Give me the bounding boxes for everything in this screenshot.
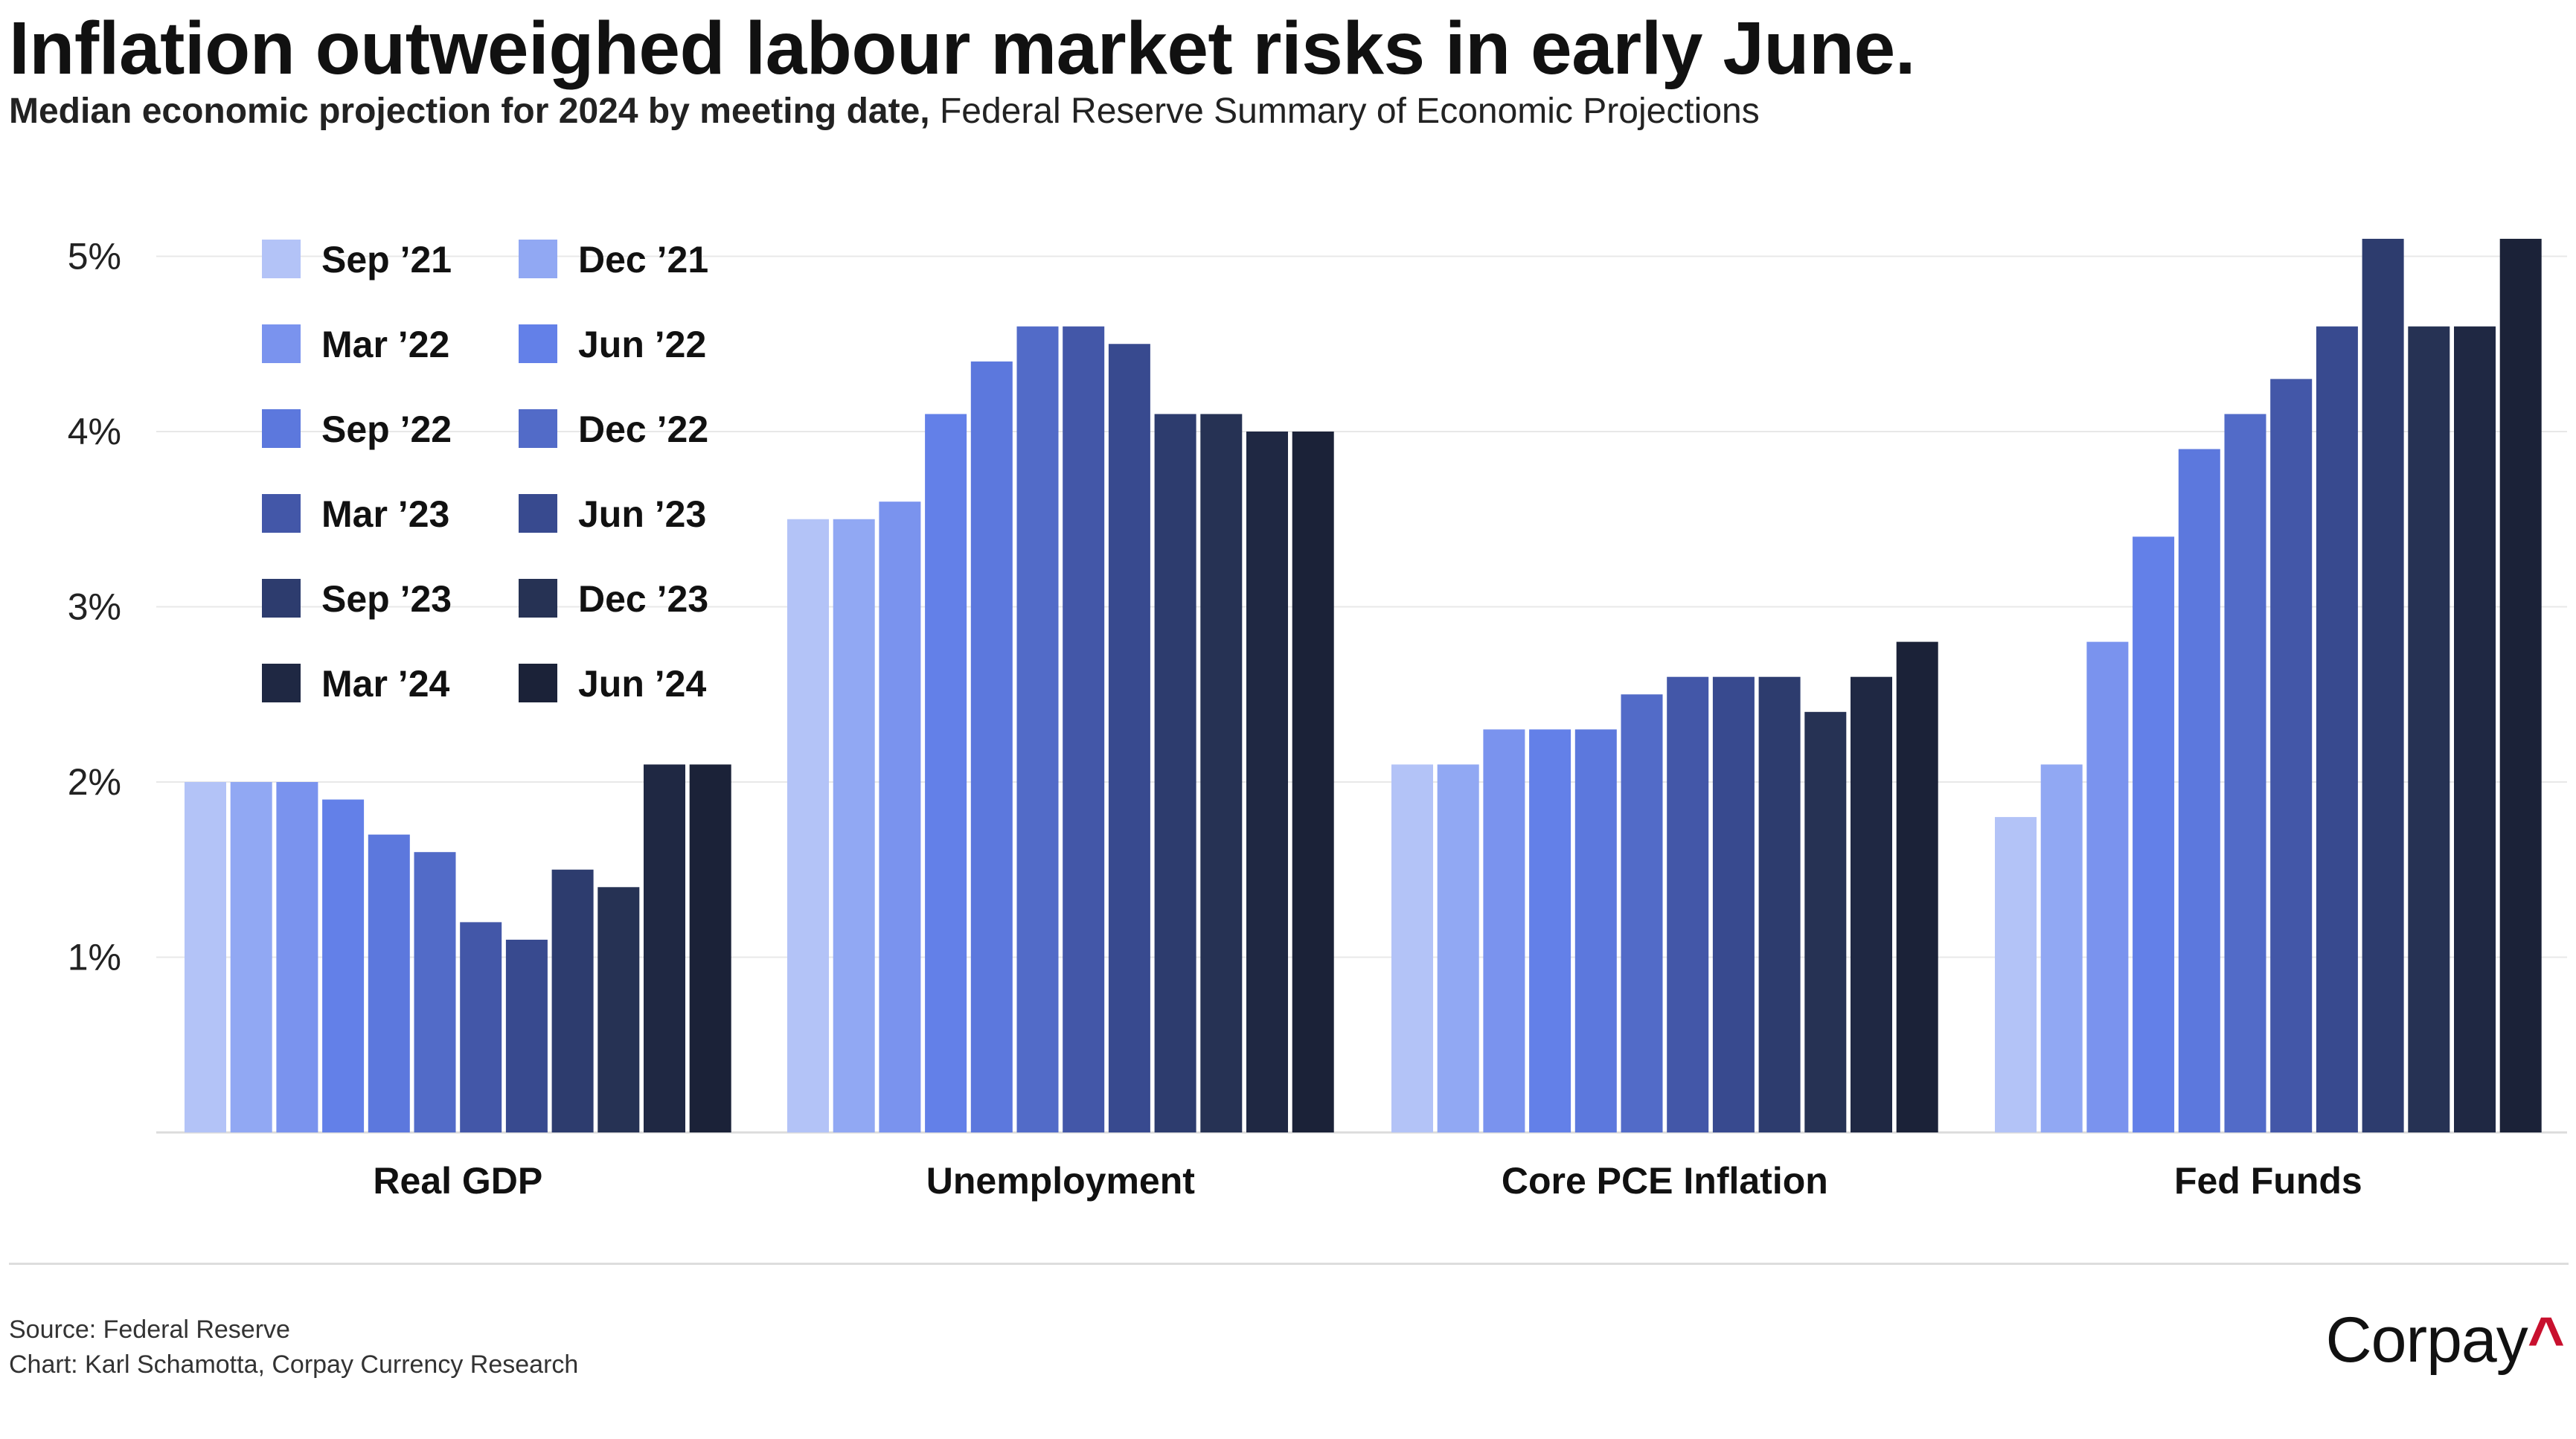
bar	[1712, 676, 1755, 1132]
legend: Sep ’21 Dec ’21 Mar ’22 Jun ’22 Sep ’22 Dec ’…	[262, 239, 708, 705]
x-category-label: Fed Funds	[2174, 1160, 2362, 1202]
bar	[1851, 676, 1892, 1132]
legend-swatch	[519, 240, 557, 278]
bar	[1154, 414, 1196, 1132]
bar	[1108, 344, 1150, 1132]
bar	[2178, 449, 2220, 1132]
legend-label: Sep ’22	[321, 408, 452, 450]
bar	[1758, 676, 1801, 1132]
legend-swatch	[519, 494, 557, 533]
y-axis: 1% 2% 3% 4% 5%	[68, 236, 121, 978]
x-category-label: Real GDP	[373, 1160, 542, 1202]
footer-divider	[9, 1263, 2569, 1265]
bar	[1896, 641, 1938, 1132]
bar	[368, 834, 410, 1132]
bar	[1391, 764, 1433, 1132]
bar	[1292, 432, 1334, 1132]
bar	[2454, 326, 2496, 1133]
x-category-label: Unemployment	[926, 1160, 1196, 1202]
bar	[2362, 238, 2404, 1133]
y-tick-label: 2%	[68, 761, 121, 803]
legend-label: Dec ’23	[578, 578, 708, 620]
bar	[1483, 729, 1525, 1132]
subtitle-rest: Federal Reserve Summary of Economic Proj…	[929, 92, 1760, 131]
legend-swatch	[262, 664, 301, 702]
bar	[230, 782, 272, 1132]
legend-swatch	[262, 409, 301, 448]
chart-title: Inflation outweighed labour market risks…	[9, 7, 1916, 90]
bar	[925, 414, 967, 1132]
legend-swatch	[262, 579, 301, 618]
bar	[1529, 729, 1571, 1132]
bar	[1574, 729, 1617, 1132]
subtitle-bold: Median economic projection for 2024 by m…	[9, 92, 930, 131]
legend-label: Dec ’21	[578, 239, 708, 281]
bar	[2040, 764, 2083, 1132]
legend-swatch	[519, 324, 557, 363]
bar	[460, 922, 502, 1132]
x-category-label: Core PCE Inflation	[1502, 1160, 1828, 1202]
bar	[551, 869, 594, 1132]
bar	[2224, 414, 2266, 1132]
bar	[2408, 326, 2450, 1133]
y-tick-label: 3%	[68, 586, 121, 628]
bar	[1667, 676, 1709, 1132]
bar	[597, 887, 640, 1132]
legend-label: Jun ’22	[578, 324, 706, 365]
bar	[1016, 326, 1059, 1133]
bar	[2133, 536, 2175, 1132]
bar	[1246, 432, 1288, 1132]
legend-label: Sep ’21	[321, 239, 452, 281]
legend-swatch	[519, 664, 557, 702]
legend-swatch	[262, 494, 301, 533]
x-axis: Real GDP Unemployment Core PCE Inflation Fe…	[373, 1160, 2362, 1202]
bar	[1200, 414, 1243, 1132]
chart-credit: Chart: Karl Schamotta, Corpay Currency R…	[9, 1350, 579, 1379]
logo-caret-icon: ^	[2527, 1304, 2565, 1376]
bar	[689, 764, 731, 1132]
bar	[322, 799, 365, 1132]
bar	[276, 782, 318, 1132]
bar	[1437, 764, 1479, 1132]
source-note: Source: Federal Reserve	[9, 1315, 290, 1344]
y-tick-label: 5%	[68, 236, 121, 278]
bar	[2316, 326, 2358, 1133]
y-tick-label: 4%	[68, 411, 121, 452]
legend-swatch	[262, 324, 301, 363]
legend-label: Mar ’23	[321, 493, 449, 535]
legend-label: Sep ’23	[321, 578, 452, 620]
bar	[970, 361, 1013, 1132]
legend-swatch	[262, 240, 301, 278]
bar	[505, 939, 548, 1132]
bar	[644, 764, 685, 1132]
bar	[879, 501, 921, 1132]
logo-text: Corpay	[2325, 1304, 2528, 1376]
bar	[1995, 817, 2037, 1132]
legend-label: Jun ’23	[578, 493, 706, 535]
legend-label: Mar ’22	[321, 324, 449, 365]
chart-subtitle: Median economic projection for 2024 by m…	[9, 91, 1760, 132]
bar	[2270, 379, 2313, 1133]
bar	[185, 782, 226, 1132]
bar	[414, 852, 456, 1132]
bar	[2086, 641, 2129, 1132]
legend-swatch	[519, 579, 557, 618]
corpay-logo: Corpay^	[2325, 1304, 2565, 1377]
legend-label: Mar ’24	[321, 663, 450, 705]
bar	[1804, 711, 1847, 1132]
bar	[1621, 694, 1663, 1132]
bar	[2499, 238, 2542, 1133]
bar	[787, 519, 829, 1132]
legend-label: Jun ’24	[578, 663, 706, 705]
legend-swatch	[519, 409, 557, 448]
legend-label: Dec ’22	[578, 408, 708, 450]
bars	[185, 238, 2542, 1133]
bar	[833, 519, 875, 1132]
y-tick-label: 1%	[68, 937, 121, 978]
bar	[1063, 326, 1105, 1133]
